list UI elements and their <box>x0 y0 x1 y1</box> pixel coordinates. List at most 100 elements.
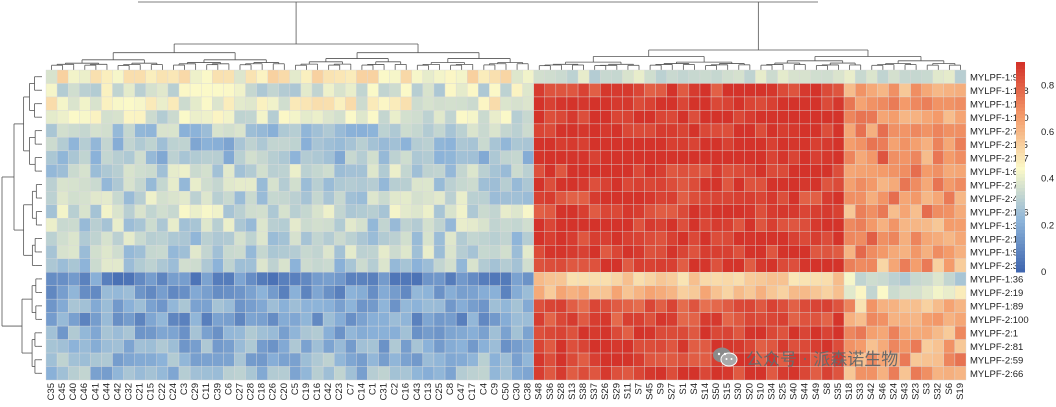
colorbar-step <box>1016 268 1025 273</box>
heatmap-cell <box>345 325 357 340</box>
heatmap-cell <box>178 325 191 340</box>
heatmap-cell <box>67 231 80 246</box>
heatmap-cell <box>932 137 945 152</box>
column-label: C9 <box>489 383 500 395</box>
heatmap-cell <box>600 191 612 205</box>
heatmap-cell <box>500 366 512 381</box>
heatmap-cell <box>766 218 778 232</box>
heatmap-cell <box>744 164 756 179</box>
heatmap-cell <box>123 137 135 152</box>
heatmap-cell <box>699 150 712 165</box>
heatmap-cell <box>123 218 135 232</box>
heatmap-cell <box>433 339 446 354</box>
heatmap-cell <box>422 83 435 98</box>
heatmap-cell <box>832 271 845 286</box>
heatmap-cell <box>101 204 113 219</box>
heatmap-cell <box>167 96 180 111</box>
heatmap-cell <box>866 218 878 232</box>
heatmap-cell <box>444 285 457 300</box>
heatmap-cell <box>755 258 767 273</box>
heatmap-cell <box>422 271 435 286</box>
heatmap-cell <box>710 123 723 138</box>
heatmap-cell <box>156 110 169 125</box>
heatmap-cell <box>101 258 113 273</box>
heatmap-cell <box>910 218 922 232</box>
heatmap-cell <box>544 123 557 138</box>
heatmap-cell <box>500 285 512 300</box>
heatmap-cell <box>777 325 789 340</box>
heatmap-cell <box>300 258 313 273</box>
heatmap-cell <box>234 96 246 111</box>
heatmap-cell <box>300 312 313 327</box>
heatmap-cell <box>101 366 113 381</box>
heatmap-cell <box>345 312 357 327</box>
heatmap-cell <box>178 366 191 381</box>
heatmap-cell <box>866 110 878 125</box>
heatmap-cell <box>101 245 113 259</box>
heatmap-cell <box>699 325 712 340</box>
heatmap-cell <box>356 231 368 246</box>
heatmap-cell <box>877 204 889 219</box>
heatmap-cell <box>788 271 800 286</box>
heatmap-cell <box>334 191 346 205</box>
colorbar-step <box>1016 139 1025 143</box>
heatmap-cell <box>744 83 756 98</box>
heatmap-cell <box>611 137 623 152</box>
heatmap-cell <box>644 245 656 259</box>
heatmap-cell <box>843 150 856 165</box>
heatmap-cell <box>943 352 956 367</box>
heatmap-cell <box>721 164 734 179</box>
heatmap-cell <box>156 83 169 98</box>
heatmap-cell <box>533 312 545 327</box>
heatmap-cell <box>134 164 146 179</box>
heatmap-cell <box>866 150 878 165</box>
heatmap-cell <box>943 312 956 327</box>
heatmap-cell <box>577 110 590 125</box>
heatmap-cell <box>267 69 279 84</box>
heatmap-cell <box>533 231 545 246</box>
heatmap-cell <box>777 271 789 286</box>
heatmap-cell <box>389 164 401 179</box>
heatmap-cell <box>345 245 357 259</box>
heatmap-cell <box>788 110 800 125</box>
heatmap-cell <box>633 123 645 138</box>
heatmap-cell <box>134 325 146 340</box>
heatmap-cell <box>489 218 501 232</box>
heatmap-cell <box>600 245 612 259</box>
heatmap-cell <box>145 366 158 381</box>
heatmap-cell <box>245 325 257 340</box>
heatmap-cell <box>733 96 745 111</box>
heatmap-cell <box>178 110 191 125</box>
heatmap-cell <box>533 258 545 273</box>
heatmap-cell <box>910 164 922 179</box>
heatmap-cell <box>455 312 468 327</box>
heatmap-cell <box>622 150 634 165</box>
colorbar-step <box>1016 76 1025 80</box>
heatmap-cell <box>766 298 778 313</box>
heatmap-cell <box>500 298 512 313</box>
heatmap-cell <box>134 204 146 219</box>
heatmap-cell <box>600 298 612 313</box>
heatmap-cell <box>677 96 690 111</box>
heatmap-cell <box>478 204 490 219</box>
heatmap-cell <box>101 352 113 367</box>
heatmap-cell <box>212 69 224 84</box>
heatmap-cell <box>644 123 656 138</box>
heatmap-cell <box>67 366 80 381</box>
heatmap-cell <box>234 164 246 179</box>
heatmap-cell <box>555 123 568 138</box>
heatmap-cell <box>699 366 712 381</box>
heatmap-cell <box>932 164 945 179</box>
heatmap-cell <box>256 231 268 246</box>
column-label: C27 <box>234 383 245 400</box>
heatmap-cell <box>544 366 557 381</box>
heatmap-cell <box>633 110 645 125</box>
colorbar-step <box>1016 128 1025 133</box>
heatmap-cell <box>777 191 789 205</box>
colorbar-step <box>1016 240 1025 245</box>
heatmap-cell <box>256 150 268 165</box>
heatmap-cell <box>866 298 878 313</box>
heatmap-cell <box>755 298 767 313</box>
column-label: S14 <box>700 383 711 400</box>
heatmap-cell <box>522 69 534 84</box>
